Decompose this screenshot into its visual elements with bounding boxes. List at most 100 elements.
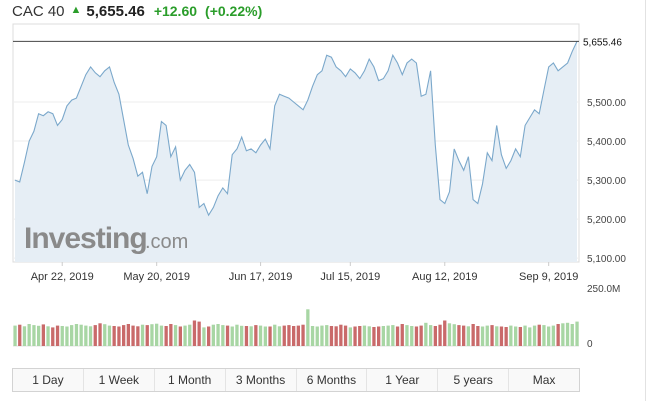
volume-bar xyxy=(273,324,277,346)
volume-bar xyxy=(292,326,296,346)
volume-bar xyxy=(254,325,258,346)
price-line xyxy=(14,41,578,217)
volume-bar xyxy=(410,326,414,346)
x-tick-label: Sep 9, 2019 xyxy=(519,271,578,283)
volume-bar xyxy=(386,325,390,346)
x-tick-label: Jun 17, 2019 xyxy=(229,271,293,283)
volume-bar xyxy=(155,323,159,346)
volume-bar xyxy=(438,324,442,346)
time-range-selector: 1 Day 1 Week 1 Month 3 Months 6 Months 1… xyxy=(12,368,580,392)
volume-bar xyxy=(126,324,130,346)
volume-bar xyxy=(27,324,31,346)
volume-bar xyxy=(523,325,527,346)
volume-bar xyxy=(277,326,282,346)
y-tick-label: 5,500.00 xyxy=(587,98,626,109)
volume-bar xyxy=(367,326,371,346)
price-change: +12.60 xyxy=(153,3,198,19)
volume-bar xyxy=(447,323,452,346)
volume-bar xyxy=(18,324,22,346)
volume-bar xyxy=(230,326,234,346)
volume-bar xyxy=(74,324,79,346)
price-chart: Investing.com 5,100.00 5,200.00 5,300.00 5,4… xyxy=(12,23,628,350)
volume-bar xyxy=(565,322,570,346)
volume-bar xyxy=(37,325,41,346)
volume-bar xyxy=(240,325,244,346)
volume-bar xyxy=(164,326,168,346)
volume-bar xyxy=(424,322,428,346)
volume-bar xyxy=(112,326,116,346)
range-5-years[interactable]: 5 years xyxy=(438,369,510,391)
volume-bar xyxy=(268,326,272,346)
volume-bar xyxy=(301,324,305,346)
price-area xyxy=(15,41,577,263)
volume-bar xyxy=(514,326,518,346)
volume-bar xyxy=(547,326,551,346)
range-3-months[interactable]: 3 Months xyxy=(226,369,297,391)
volume-bar xyxy=(556,324,560,346)
volume-bar xyxy=(169,324,173,346)
investing-watermark: Investing xyxy=(24,222,147,255)
volume-bar xyxy=(145,325,149,346)
volume-bar xyxy=(188,324,192,346)
range-1-day[interactable]: 1 Day xyxy=(13,369,84,391)
volume-bar xyxy=(32,325,36,346)
volume-bar xyxy=(429,325,433,346)
volume-bar xyxy=(296,325,300,346)
volume-bar xyxy=(117,326,121,346)
volume-bar xyxy=(405,325,409,346)
volume-bar xyxy=(542,325,546,346)
volume-bar xyxy=(343,325,348,346)
volume-bar xyxy=(358,326,362,346)
volume-bar xyxy=(221,325,225,346)
volume-bar xyxy=(287,325,291,346)
volume-bar xyxy=(88,326,93,346)
volume-bar xyxy=(310,326,315,346)
volume-bar xyxy=(353,326,357,346)
volume-bar xyxy=(414,326,419,346)
y-tick-label: 5,400.00 xyxy=(587,137,626,148)
range-max[interactable]: Max xyxy=(532,373,556,387)
range-1-month[interactable]: 1 Month xyxy=(155,369,226,391)
volume-bar xyxy=(362,325,367,346)
volume-bar xyxy=(22,326,27,346)
volume-bar xyxy=(509,325,513,346)
volume-bar xyxy=(192,320,197,346)
volume-bar xyxy=(325,325,329,346)
volume-bar xyxy=(419,325,423,346)
volume-bar xyxy=(55,325,60,346)
volume-bar xyxy=(178,326,182,346)
volume-bar xyxy=(202,327,206,346)
volume-bar xyxy=(495,326,499,346)
volume-bar xyxy=(466,326,470,346)
x-tick-label: Aug 12, 2019 xyxy=(412,271,477,283)
volume-bar xyxy=(103,324,107,346)
last-price: 5,655.46 xyxy=(86,3,145,20)
range-1-week[interactable]: 1 Week xyxy=(84,369,155,391)
volume-bar xyxy=(70,325,74,346)
volume-bar xyxy=(46,326,50,346)
volume-bar xyxy=(532,325,537,346)
volume-bar xyxy=(306,309,310,346)
volume-bar xyxy=(570,324,574,346)
volume-bar xyxy=(60,326,64,346)
up-arrow-icon: ▲ xyxy=(70,4,82,16)
volume-bar xyxy=(65,326,69,346)
y-tick-label: 5,200.00 xyxy=(587,215,626,226)
volume-bar xyxy=(79,324,83,346)
volume-bar xyxy=(207,326,211,346)
volume-bar xyxy=(41,324,45,346)
volume-bar xyxy=(197,321,201,346)
volume-bar xyxy=(537,324,541,346)
volume-bar xyxy=(84,325,88,346)
investing-watermark-suffix: .com xyxy=(145,231,188,253)
volume-bar xyxy=(122,325,126,346)
volume-bar xyxy=(372,327,376,346)
volume-bar xyxy=(225,325,230,346)
range-6-months[interactable]: 6 Months xyxy=(297,369,368,391)
y-tick-label: 5,100.00 xyxy=(587,254,626,265)
frame-border xyxy=(645,0,646,401)
range-1-year[interactable]: 1 Year xyxy=(367,369,439,391)
volume-bar xyxy=(395,326,400,346)
volume-bar xyxy=(485,325,489,346)
volume-axis-label: 250.0M xyxy=(587,284,620,295)
